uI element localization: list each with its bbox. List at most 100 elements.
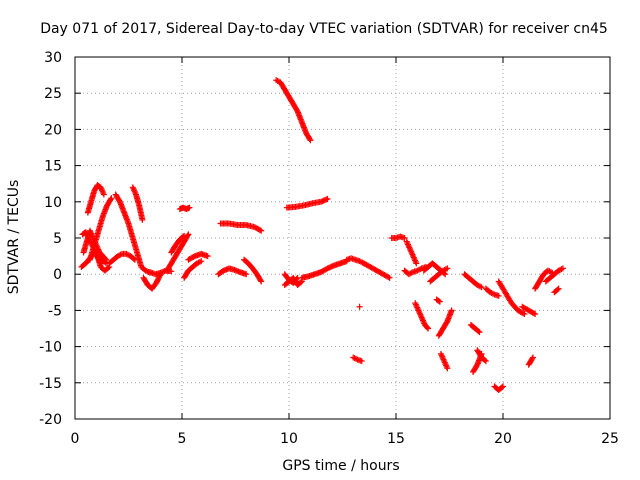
series-arc28 bbox=[360, 260, 393, 281]
series-arc38 bbox=[461, 271, 485, 291]
series-arc15 bbox=[185, 250, 211, 263]
data-point bbox=[385, 274, 392, 281]
series-arc07 bbox=[106, 250, 138, 267]
series-arc30 bbox=[403, 238, 420, 267]
data-point bbox=[156, 272, 163, 279]
data-point bbox=[356, 303, 363, 310]
data-point bbox=[495, 292, 502, 299]
series-arc17 bbox=[217, 220, 265, 234]
data-point bbox=[482, 358, 489, 365]
data-point bbox=[157, 271, 164, 278]
x-tick-label: 10 bbox=[280, 431, 298, 447]
data-point bbox=[481, 357, 488, 364]
x-tick-label: 15 bbox=[387, 431, 405, 447]
y-tick-label: 30 bbox=[44, 50, 62, 66]
data-point bbox=[424, 324, 431, 331]
data-point bbox=[100, 191, 107, 198]
y-tick-label: 0 bbox=[53, 267, 62, 283]
y-tick-label: -10 bbox=[39, 340, 62, 356]
series-arc16 bbox=[181, 258, 205, 281]
series-arc35 bbox=[433, 296, 443, 305]
data-point bbox=[105, 264, 112, 271]
series-arc34 bbox=[427, 265, 451, 285]
series-arc27 bbox=[356, 303, 363, 310]
data-point bbox=[198, 258, 205, 265]
data-point bbox=[186, 204, 193, 211]
series-arc43 bbox=[491, 383, 506, 394]
data-point bbox=[258, 278, 265, 285]
data-point bbox=[529, 354, 536, 361]
y-tick-label: 15 bbox=[44, 159, 62, 175]
series-arc23 bbox=[281, 271, 301, 286]
series-arc37 bbox=[437, 350, 451, 372]
data-point bbox=[435, 297, 442, 304]
data-point bbox=[554, 286, 561, 293]
y-tick-labels: -20 -15 -10 -5 0 5 10 15 20 25 30 bbox=[39, 50, 62, 428]
series-arc45 bbox=[519, 303, 539, 318]
data-point bbox=[139, 216, 146, 223]
data-point bbox=[436, 298, 443, 305]
data-point bbox=[297, 279, 304, 286]
data-point bbox=[478, 284, 485, 291]
y-tick-label: 20 bbox=[44, 122, 62, 138]
data-point bbox=[532, 311, 539, 318]
data-point bbox=[559, 265, 566, 272]
series-arc47 bbox=[532, 267, 556, 292]
data-point bbox=[520, 310, 527, 317]
data-point bbox=[555, 285, 562, 292]
data-point bbox=[243, 271, 250, 278]
data-point bbox=[185, 231, 192, 238]
data-point bbox=[521, 311, 528, 318]
series-arc49 bbox=[551, 285, 562, 296]
data-point bbox=[107, 196, 114, 203]
series-arc20 bbox=[273, 77, 314, 144]
y-tick-label: 5 bbox=[53, 231, 62, 247]
series-arc04 bbox=[84, 182, 107, 216]
series-arc48 bbox=[542, 265, 566, 285]
series-arc24 bbox=[298, 258, 350, 281]
data-point bbox=[307, 137, 314, 144]
series-arc21 bbox=[283, 195, 331, 211]
data-point bbox=[358, 358, 365, 365]
data-marks bbox=[78, 77, 566, 394]
series-arc09 bbox=[129, 184, 146, 223]
data-point bbox=[103, 256, 110, 263]
x-tick-labels: 0 5 10 15 20 25 bbox=[71, 431, 619, 447]
y-axis-title: SDTVAR / TECUs bbox=[6, 180, 22, 295]
y-tick-label: -5 bbox=[48, 303, 62, 319]
data-point bbox=[500, 383, 506, 390]
y-tick-label: 25 bbox=[44, 86, 62, 102]
data-point bbox=[529, 355, 536, 362]
data-point bbox=[413, 260, 420, 267]
data-point bbox=[324, 195, 331, 202]
series-arc05 bbox=[86, 195, 115, 263]
y-tick-label: -20 bbox=[39, 412, 62, 428]
series-arc36 bbox=[435, 307, 455, 339]
series-arc39 bbox=[467, 321, 483, 336]
series-arc08 bbox=[112, 191, 153, 276]
data-point bbox=[306, 136, 313, 143]
series-arc19 bbox=[241, 256, 265, 285]
x-tick-label: 25 bbox=[601, 431, 619, 447]
data-point bbox=[444, 265, 451, 272]
series-arc11 bbox=[140, 271, 164, 292]
x-tick-label: 20 bbox=[494, 431, 512, 447]
data-point bbox=[102, 255, 109, 262]
data-point bbox=[258, 227, 265, 234]
x-tick-label: 0 bbox=[71, 431, 80, 447]
data-point bbox=[476, 329, 483, 336]
series-arc32 bbox=[412, 300, 432, 332]
series-arc13 bbox=[168, 232, 188, 256]
data-point bbox=[181, 232, 188, 239]
series-arc18 bbox=[215, 265, 250, 278]
data-point bbox=[386, 274, 393, 281]
series-arc26 bbox=[350, 354, 365, 365]
x-axis-title: GPS time / hours bbox=[282, 458, 399, 474]
series-arc14 bbox=[176, 204, 193, 213]
data-point bbox=[293, 275, 300, 282]
y-tick-label: 10 bbox=[44, 195, 62, 211]
data-point bbox=[530, 310, 537, 317]
data-point bbox=[425, 325, 432, 332]
data-point bbox=[204, 253, 211, 260]
